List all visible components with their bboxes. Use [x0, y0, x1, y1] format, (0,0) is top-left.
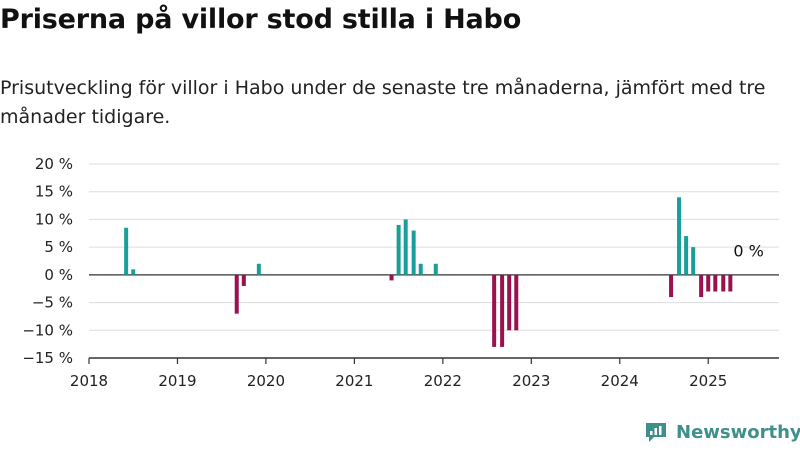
bar [713, 274, 718, 292]
bar [721, 274, 726, 292]
bar [241, 274, 246, 286]
bar [389, 274, 394, 281]
bar [396, 224, 401, 275]
y-tick-label: 20 % [35, 155, 73, 173]
bar [418, 263, 423, 275]
x-tick-label: 2021 [335, 372, 373, 390]
y-tick-label: −10 % [22, 321, 73, 339]
x-tick-label: 2020 [247, 372, 285, 390]
bar [514, 274, 519, 331]
y-tick-label: −15 % [22, 349, 73, 367]
y-tick-label: 0 % [44, 266, 73, 284]
bar [669, 274, 674, 298]
bar [677, 197, 682, 275]
bar [691, 247, 696, 275]
newsworthy-logo-icon [646, 423, 666, 442]
bar [234, 274, 239, 314]
bar [706, 274, 711, 292]
latest-value-annotation: 0 % [733, 242, 763, 261]
x-tick-label: 2025 [689, 372, 727, 390]
x-tick-label: 2022 [424, 372, 462, 390]
x-tick-label: 2018 [70, 372, 108, 390]
bar [684, 236, 689, 275]
y-tick-label: 15 % [35, 183, 73, 201]
bar-chart: 20 % 15 % 10 % 5 % 0 % −5 % −10 % −15 % 2018 2019… [22, 155, 779, 390]
brand-name: Newsworthy [676, 421, 800, 443]
x-tick-label: 2019 [158, 372, 196, 390]
y-tick-label: 5 % [44, 238, 73, 256]
bar [433, 263, 438, 275]
bar [131, 269, 136, 275]
x-tick-label: 2024 [601, 372, 639, 390]
chart-title: Priserna på villor stod stilla i Habo [0, 4, 522, 35]
brand-logo: Newsworthy [644, 420, 800, 444]
bar [403, 219, 408, 275]
y-tick-label: −5 % [32, 294, 73, 312]
bar [492, 274, 497, 347]
bar [728, 274, 733, 292]
bar [500, 274, 505, 347]
x-tick-label: 2023 [512, 372, 550, 390]
bar [699, 274, 704, 298]
y-tick-label: 10 % [35, 210, 73, 228]
bar [411, 230, 416, 275]
bar [507, 274, 512, 331]
bar [124, 227, 129, 275]
chart-subtitle: Prisutveckling för villor i Habo under d… [0, 77, 766, 128]
bar [256, 263, 261, 275]
